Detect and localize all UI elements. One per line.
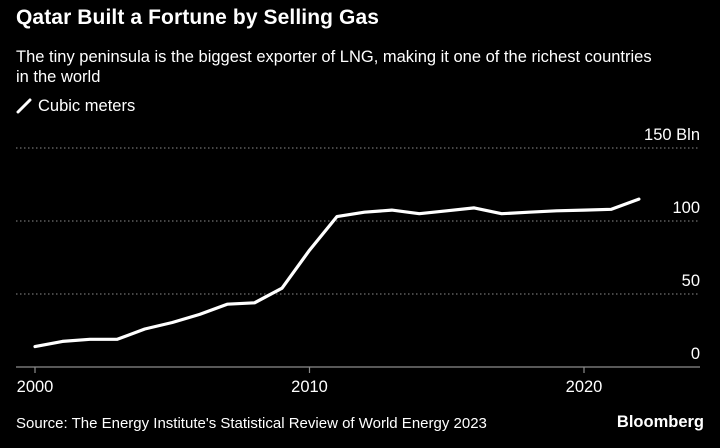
x-tick-label: 2010 <box>291 378 328 396</box>
grid-layer <box>16 147 700 295</box>
legend: Cubic meters <box>16 96 135 116</box>
y-tick-label: 150 Bln <box>644 126 700 144</box>
y-tick-label: 50 <box>682 272 700 290</box>
legend-label: Cubic meters <box>38 96 136 115</box>
chart-subtitle: The tiny peninsula is the biggest export… <box>16 48 652 86</box>
series-layer <box>33 197 641 349</box>
legend-line-icon <box>16 98 32 114</box>
x-tick-label: 2020 <box>566 378 603 396</box>
x-tick-label: 2000 <box>17 378 54 396</box>
y-tick-labels: 0 50 100 150 Bln <box>644 126 700 363</box>
y-tick-label: 0 <box>691 345 700 363</box>
source-note: Source: The Energy Institute's Statistic… <box>16 415 487 432</box>
series-line-cubic-meters <box>33 197 641 349</box>
chart-title: Qatar Built a Fortune by Selling Gas <box>16 6 379 29</box>
y-tick-label: 100 <box>672 199 700 217</box>
bloomberg-logo: Bloomberg <box>616 413 704 431</box>
x-axis: 2000 2010 2020 <box>16 366 700 396</box>
